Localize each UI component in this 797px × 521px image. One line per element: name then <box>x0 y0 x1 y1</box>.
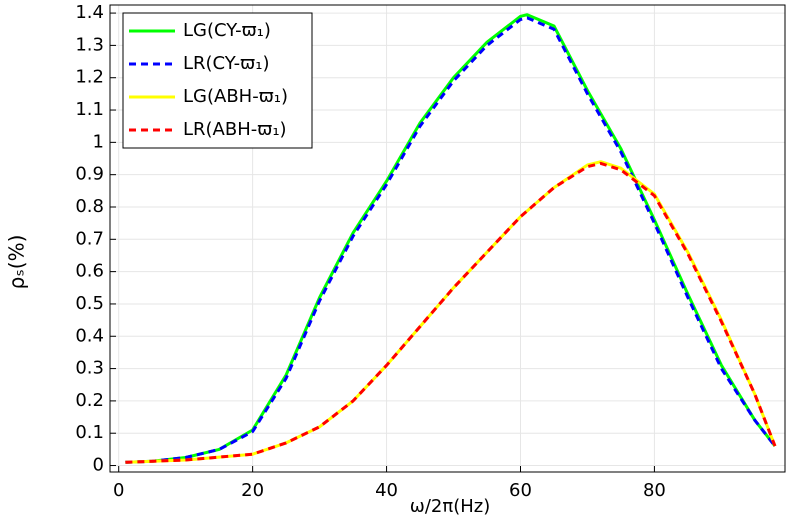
x-tick-label: 0 <box>113 480 124 501</box>
legend-label: LR(ABH-ϖ₁) <box>183 119 287 140</box>
y-tick-label: 1 <box>93 131 104 152</box>
y-tick-label: 0.3 <box>75 358 104 379</box>
x-tick-label: 20 <box>241 480 264 501</box>
legend-label: LR(CY-ϖ₁) <box>183 53 269 74</box>
y-tick-label: 1.4 <box>75 2 104 23</box>
y-tick-label: 0.4 <box>75 325 104 346</box>
legend-label: LG(ABH-ϖ₁) <box>183 86 288 107</box>
y-tick-label: 0.9 <box>75 164 104 185</box>
legend-label: LG(CY-ϖ₁) <box>183 20 271 41</box>
plot-frame <box>109 4 786 473</box>
y-tick-label: 0.1 <box>75 422 104 443</box>
x-tick-label: 80 <box>643 480 666 501</box>
y-tick-label: 0.8 <box>75 196 104 217</box>
y-tick-label: 0.2 <box>75 390 104 411</box>
y-axis-title: ρₛ(%) <box>5 235 29 290</box>
x-tick-label: 40 <box>375 480 398 501</box>
y-tick-label: 1.2 <box>75 67 104 88</box>
y-tick-label: 1.1 <box>75 99 104 120</box>
y-tick-label: 0 <box>93 455 104 476</box>
y-tick-label: 0.5 <box>75 293 104 314</box>
series-line <box>125 161 777 464</box>
x-axis-title: ω/2π(Hz) <box>410 496 490 517</box>
y-tick-label: 1.3 <box>75 34 104 55</box>
series-line <box>125 16 777 464</box>
x-tick-label: 60 <box>509 480 532 501</box>
y-tick-label: 0.7 <box>75 228 104 249</box>
y-tick-label: 0.6 <box>75 261 104 282</box>
legend-box <box>122 12 313 149</box>
